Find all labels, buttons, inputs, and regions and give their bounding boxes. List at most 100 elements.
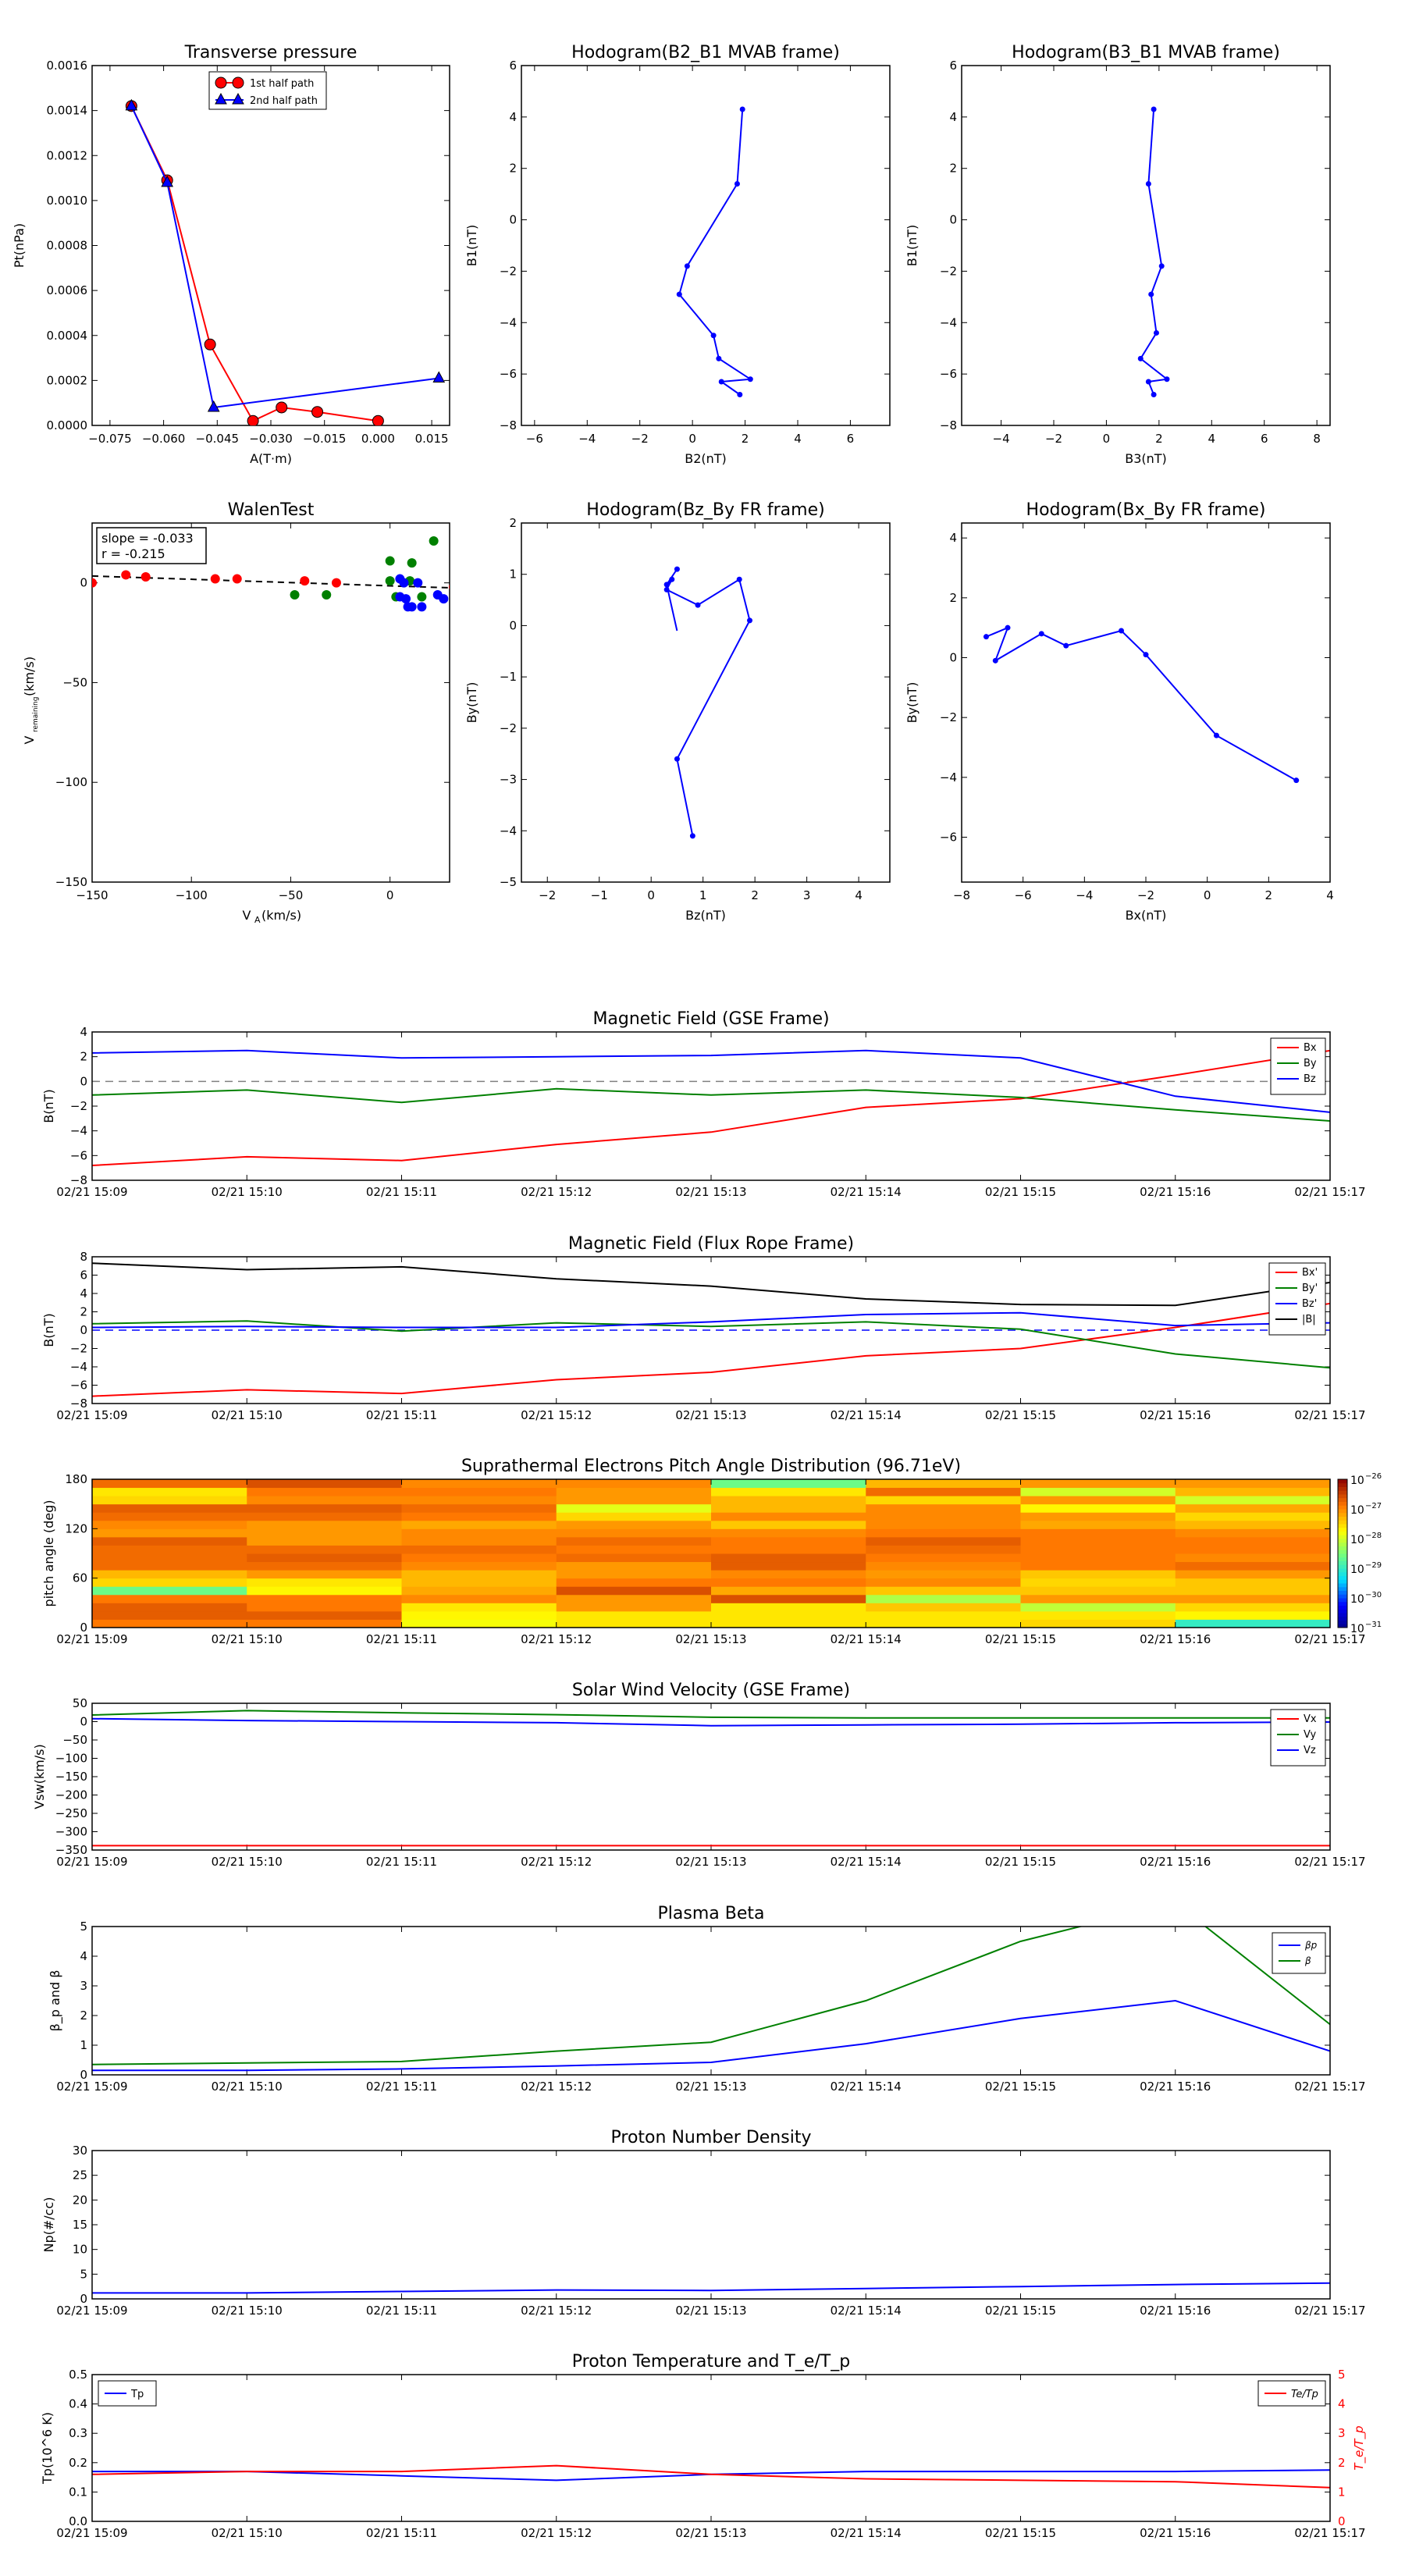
legend-label: Vz — [1304, 1745, 1316, 1756]
x-axis-label: Bz(nT) — [685, 908, 726, 923]
heatmap-cell — [401, 1496, 557, 1505]
heatmap-cell — [866, 1496, 1021, 1505]
heatmap-cell — [556, 1520, 712, 1529]
time-tick-label: 02/21 15:17 — [1294, 1632, 1365, 1646]
annotation-box — [96, 527, 207, 564]
heatmap-cell — [711, 1619, 866, 1628]
data-point — [1151, 106, 1157, 112]
heatmap-cell — [247, 1553, 402, 1563]
y-tick-label: 2 — [80, 1050, 87, 1064]
time-tick-label: 02/21 15:14 — [831, 1632, 902, 1646]
colorbar-tick-base: 10 — [1350, 1564, 1364, 1576]
heatmap-cell — [247, 1487, 402, 1496]
heatmap-cell — [866, 1586, 1021, 1596]
colorbar-cell — [1338, 1598, 1347, 1603]
heatmap-cell — [92, 1594, 247, 1603]
colorbar-cell — [1338, 1494, 1347, 1499]
colorbar-cell — [1338, 1539, 1347, 1543]
y-tick-label: 2 — [949, 591, 957, 605]
heatmap-cell — [556, 1503, 712, 1513]
x-tick-label: 2 — [1265, 888, 1273, 902]
heatmap-cell — [92, 1610, 247, 1620]
colorbar-cell — [1338, 1509, 1347, 1514]
data-point — [417, 592, 427, 602]
y-tick-label: 6 — [949, 59, 957, 73]
time-tick-label: 02/21 15:10 — [212, 1855, 283, 1869]
legend-marker — [215, 76, 227, 89]
time-tick-label: 02/21 15:16 — [1140, 2080, 1211, 2094]
y-tick-label: 2 — [949, 162, 957, 176]
heatmap-cell — [401, 1603, 557, 1612]
y-axis-label: Vsw(km/s) — [32, 1744, 47, 1809]
heatmap-cell — [556, 1619, 712, 1628]
plot-area — [92, 2464, 1330, 2489]
x-tick-label: 4 — [1208, 432, 1216, 446]
heatmap-cell — [556, 1528, 712, 1538]
heatmap-cell — [401, 1520, 557, 1529]
legend-label: Tp — [130, 2389, 144, 2400]
heatmap-cell — [247, 1561, 402, 1571]
heatmap-cell — [556, 1586, 712, 1596]
time-tick-label: 02/21 15:12 — [521, 1632, 592, 1646]
colorbar-cell — [1338, 1497, 1347, 1502]
series-line-By' — [92, 1320, 1330, 1369]
y-tick-label: −50 — [62, 1733, 87, 1747]
time-tick-label: 02/21 15:15 — [985, 1855, 1056, 1869]
data-point — [140, 572, 151, 582]
panel-proton-temp: Proton Temperature and T_e/T_p 0.0 0.1 0.2 0… — [40, 2352, 1367, 2540]
time-tick-label: 02/21 15:16 — [1140, 2304, 1211, 2318]
heatmap-cell — [711, 1603, 866, 1612]
heatmap-cell — [1175, 1503, 1331, 1513]
heatmap-cell — [92, 1496, 247, 1505]
y-tick-label: 0 — [80, 576, 87, 590]
time-tick-label: 02/21 15:14 — [831, 2080, 902, 2094]
heatmap-cell — [866, 1528, 1021, 1538]
time-tick-label: 02/21 15:13 — [675, 1855, 746, 1869]
series-line-βp — [92, 1999, 1330, 2072]
data-point — [407, 558, 417, 568]
time-tick-label: 02/21 15:11 — [366, 2526, 437, 2540]
x-tick-label: −6 — [1015, 888, 1032, 902]
y-tick-label: 4 — [80, 1025, 87, 1039]
colorbar-cell — [1338, 1601, 1347, 1606]
legend-label: Te/Tp — [1291, 2389, 1318, 2400]
colorbar-cell — [1338, 1560, 1347, 1565]
y-tick-label: −1 — [500, 670, 517, 684]
y-tick-label: −8 — [70, 1173, 87, 1187]
colorbar-tick-exp: −31 — [1365, 1621, 1382, 1629]
heatmap-cell — [1175, 1545, 1331, 1554]
plot-area — [125, 98, 446, 425]
data-point — [125, 98, 138, 111]
y-tick-label: −200 — [55, 1788, 87, 1802]
data-point — [674, 566, 680, 572]
chart-title: Proton Number Density — [611, 2128, 812, 2147]
x-tick-label: −150 — [76, 888, 108, 902]
heatmap-cell — [556, 1496, 712, 1505]
data-point — [736, 576, 742, 582]
x-tick-label: 2 — [1155, 432, 1163, 446]
data-point — [1038, 631, 1044, 637]
plot-area — [92, 2282, 1330, 2294]
plot-area — [92, 1262, 1330, 1397]
data-point — [1293, 777, 1300, 784]
colorbar-tick-base: 10 — [1350, 1623, 1364, 1635]
y-tick-label: 0.0008 — [47, 239, 88, 253]
data-point — [210, 574, 220, 584]
x-tick-label: 0 — [386, 888, 394, 902]
y-tick-label: −2 — [70, 1342, 87, 1356]
y-tick-label: 0.3 — [69, 2426, 87, 2440]
panel-sw-velocity: Solar Wind Velocity (GSE Frame) −350 −300 −… — [32, 1681, 1366, 1869]
time-tick-label: 02/21 15:11 — [366, 2304, 437, 2318]
data-point — [92, 578, 97, 588]
heatmap-cell — [401, 1619, 557, 1628]
data-point — [992, 657, 998, 664]
time-tick-label: 02/21 15:11 — [366, 1855, 437, 1869]
y-tick-label: 2 — [80, 1305, 87, 1319]
heatmap-cell — [556, 1603, 712, 1612]
x-tick-label: −0.060 — [142, 432, 186, 446]
y-tick-label: −4 — [940, 770, 957, 785]
panel-mag-fr: Magnetic Field (Flux Rope Frame) −8 −6 −4 −2… — [41, 1234, 1366, 1422]
y-tick-label: −6 — [70, 1148, 87, 1162]
y-tick-label: 0 — [80, 2068, 87, 2082]
